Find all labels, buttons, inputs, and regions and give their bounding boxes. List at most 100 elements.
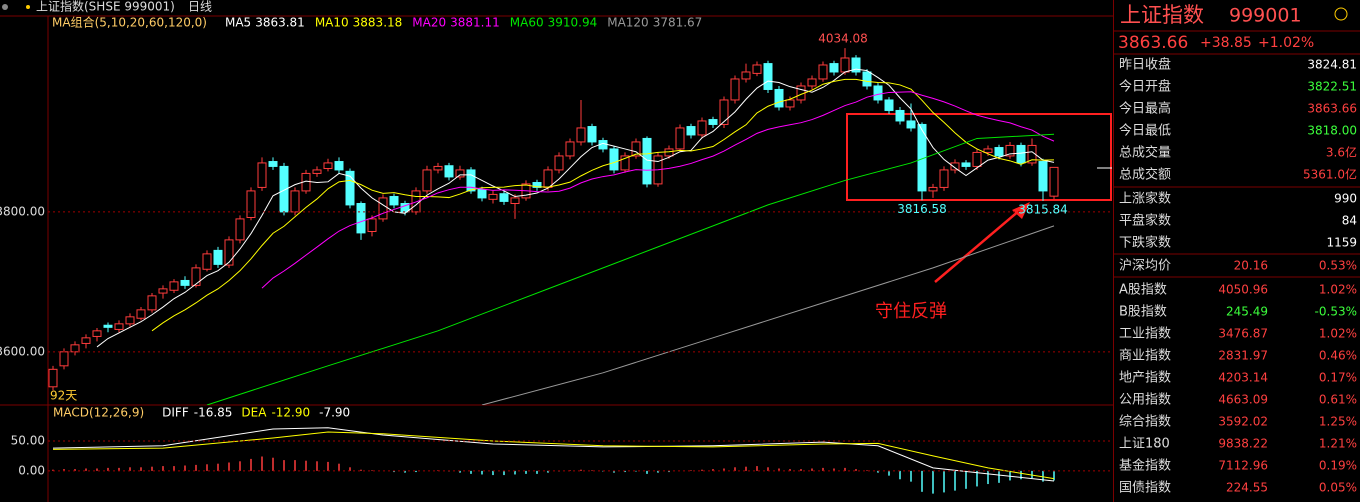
macd-legend: -7.90 xyxy=(319,406,350,420)
days-label: 92天 xyxy=(50,389,77,403)
candle-body xyxy=(488,193,498,200)
candle-body xyxy=(532,182,542,188)
index-label[interactable]: B股指数 xyxy=(1119,305,1167,320)
candle-body xyxy=(642,137,652,185)
index-pct: 0.05% xyxy=(1319,481,1357,495)
candle-body xyxy=(268,161,278,167)
index-value: 2831.97 xyxy=(1218,349,1268,363)
legend-text: 3910.94 xyxy=(548,16,598,30)
macd-legend: -12.90 xyxy=(271,406,310,420)
index-label[interactable]: 地产指数 xyxy=(1119,371,1171,386)
candle-body xyxy=(1049,166,1059,197)
candle-body xyxy=(994,147,1004,157)
candle-body xyxy=(114,323,124,330)
candle-body xyxy=(554,155,564,171)
candle-body xyxy=(323,162,333,170)
candle-body xyxy=(686,126,696,136)
ma-line xyxy=(96,68,1055,348)
candle-body xyxy=(70,344,80,353)
candle-body xyxy=(136,309,146,319)
index-value: 3592.02 xyxy=(1218,415,1268,429)
candle-body xyxy=(873,85,883,101)
macd-legend: -16.85 xyxy=(194,406,233,420)
candle-body xyxy=(312,169,322,174)
candle-body xyxy=(928,186,938,192)
candle-body xyxy=(510,197,520,205)
candle-body xyxy=(576,127,586,143)
icon[interactable] xyxy=(2,4,8,10)
candle-body xyxy=(81,337,91,344)
candle-body xyxy=(741,71,751,80)
stat-label: 总成交额 xyxy=(1119,167,1171,183)
candle-body xyxy=(840,57,850,73)
candle-body xyxy=(433,165,443,171)
y-tick-label: 0.00 xyxy=(18,463,45,477)
candle-body xyxy=(862,71,872,87)
index-value: 3476.87 xyxy=(1218,327,1268,341)
index-value: 224.55 xyxy=(1226,481,1268,495)
candle-body xyxy=(477,189,487,199)
candle-body xyxy=(906,120,916,129)
settings-icon[interactable] xyxy=(1334,7,1348,21)
candle-body xyxy=(345,170,355,206)
candle-body xyxy=(213,249,223,265)
stat-value: 20.16 xyxy=(1234,259,1268,273)
stat-value: 3.6亿 xyxy=(1326,145,1357,160)
stat-value: 5361.0亿 xyxy=(1303,167,1357,182)
index-pct: 0.46% xyxy=(1319,349,1357,363)
candle-body xyxy=(620,155,630,171)
index-label[interactable]: 上证180 xyxy=(1119,437,1170,452)
index-label[interactable]: A股指数 xyxy=(1119,283,1167,298)
stat-value: 3822.51 xyxy=(1307,80,1357,94)
candle-body xyxy=(708,119,718,125)
macd-title[interactable]: MACD(12,26,9) xyxy=(53,406,144,420)
panel-price: 3863.66 xyxy=(1118,33,1188,53)
legend-text: 3881.11 xyxy=(450,16,500,30)
candle-body xyxy=(389,196,399,206)
candle-body xyxy=(224,239,234,266)
stat-label: 平盘家数 xyxy=(1119,213,1171,229)
macd-plot xyxy=(52,427,1055,494)
candle-body xyxy=(235,218,245,241)
ma-title[interactable]: MA组合(5,10,20,60,120,0) xyxy=(52,15,207,30)
index-value: 9838.22 xyxy=(1218,437,1268,451)
index-label[interactable]: 商业指数 xyxy=(1119,349,1171,364)
panel-pct: +1.02% xyxy=(1258,35,1314,51)
ma-line xyxy=(206,133,1055,405)
index-pct: 1.02% xyxy=(1319,283,1357,297)
header-title: 上证指数(SHSE 999001) xyxy=(36,0,175,14)
stat-label: 今日最高 xyxy=(1119,101,1171,117)
index-label[interactable]: 基金指数 xyxy=(1119,458,1171,474)
candle-body xyxy=(939,169,949,188)
candle-body xyxy=(367,218,377,232)
index-label[interactable]: 国债指数 xyxy=(1119,481,1171,496)
stat-label: 今日最低 xyxy=(1119,123,1171,139)
candle-body xyxy=(884,99,894,111)
low-label: 3815.84 xyxy=(1018,202,1068,216)
stat-label: 下跌家数 xyxy=(1119,235,1171,251)
arrow-head xyxy=(1012,202,1030,219)
index-pct: 0.17% xyxy=(1319,371,1357,385)
candle-body xyxy=(444,165,454,178)
candle-body xyxy=(356,203,366,234)
candle-body xyxy=(92,330,102,337)
index-value: 245.49 xyxy=(1226,305,1268,319)
header-bar xyxy=(0,0,1113,16)
index-label[interactable]: 公用指数 xyxy=(1119,393,1171,408)
candle-body xyxy=(499,193,509,202)
index-label[interactable]: 工业指数 xyxy=(1119,327,1171,342)
candle-body xyxy=(48,368,58,388)
legend-text: 3781.67 xyxy=(653,16,703,30)
candle-body xyxy=(664,148,674,157)
panel-change: +38.85 xyxy=(1200,35,1252,51)
legend-text: MA120 xyxy=(607,16,648,30)
period-selector[interactable]: 日线 xyxy=(188,0,212,14)
highlight-box xyxy=(846,113,1112,201)
index-label[interactable]: 综合指数 xyxy=(1119,415,1171,430)
candle-body xyxy=(609,148,619,171)
candle-body xyxy=(972,151,982,167)
annotation: 守住反弹 xyxy=(875,301,947,322)
index-pct: 1.02% xyxy=(1319,327,1357,341)
index-value: 4663.09 xyxy=(1218,393,1268,407)
